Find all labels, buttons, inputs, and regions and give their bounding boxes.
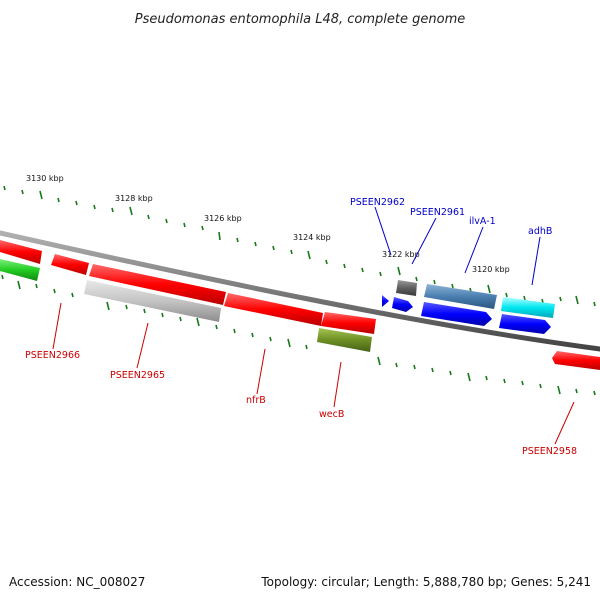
gene-label-pseen2961[interactable]: PSEEN2961 xyxy=(410,207,465,218)
scale-tick-label: 3126 kbp xyxy=(204,214,242,223)
gene-pseen2961-arrow[interactable] xyxy=(392,297,413,312)
gene-block[interactable] xyxy=(0,259,40,281)
gene-label-ilva-1[interactable]: ilvA-1 xyxy=(469,216,496,227)
gene-adhB-arrow[interactable] xyxy=(499,314,551,334)
scale-tick-label: 3128 kbp xyxy=(115,194,153,203)
gene-label-pseen2962[interactable]: PSEEN2962 xyxy=(350,197,405,208)
genome-map: Pseudomonas entomophila L48, complete ge… xyxy=(0,0,600,600)
genome-summary-text: Topology: circular; Length: 5,888,780 bp… xyxy=(260,575,591,589)
gene-pseen2962-block[interactable] xyxy=(396,280,417,296)
gene-label-pseen2966[interactable]: PSEEN2966 xyxy=(25,350,80,361)
gene-pseen2962-arrow[interactable] xyxy=(382,295,389,307)
gene-adhB-block[interactable] xyxy=(501,297,555,318)
gene-label-nfrb[interactable]: nfrB xyxy=(246,395,266,406)
gene-block[interactable] xyxy=(0,240,42,264)
gene-block[interactable] xyxy=(51,254,89,275)
scale-tick-label: 3124 kbp xyxy=(293,233,331,242)
gene-label-adhb[interactable]: adhB xyxy=(528,226,552,237)
top-strand-genes[interactable] xyxy=(382,280,555,334)
gene-label-pseen2965[interactable]: PSEEN2965 xyxy=(110,370,165,381)
scale-tick-label: 3120 kbp xyxy=(472,265,510,274)
scale-labels: 3130 kbp 3128 kbp 3126 kbp 3124 kbp 3122… xyxy=(26,174,510,274)
gene-label-wecb[interactable]: wecB xyxy=(319,409,344,420)
scale-tick-label: 3130 kbp xyxy=(26,174,64,183)
gene-label-pseen2958[interactable]: PSEEN2958 xyxy=(522,446,577,457)
gene-pseen2958-block[interactable] xyxy=(552,351,600,370)
scale-tick-label: 3122 kbp xyxy=(382,250,420,259)
map-title: Pseudomonas entomophila L48, complete ge… xyxy=(135,12,466,27)
accession-text: Accession: NC_008027 xyxy=(9,575,145,589)
label-leaders xyxy=(53,207,574,444)
